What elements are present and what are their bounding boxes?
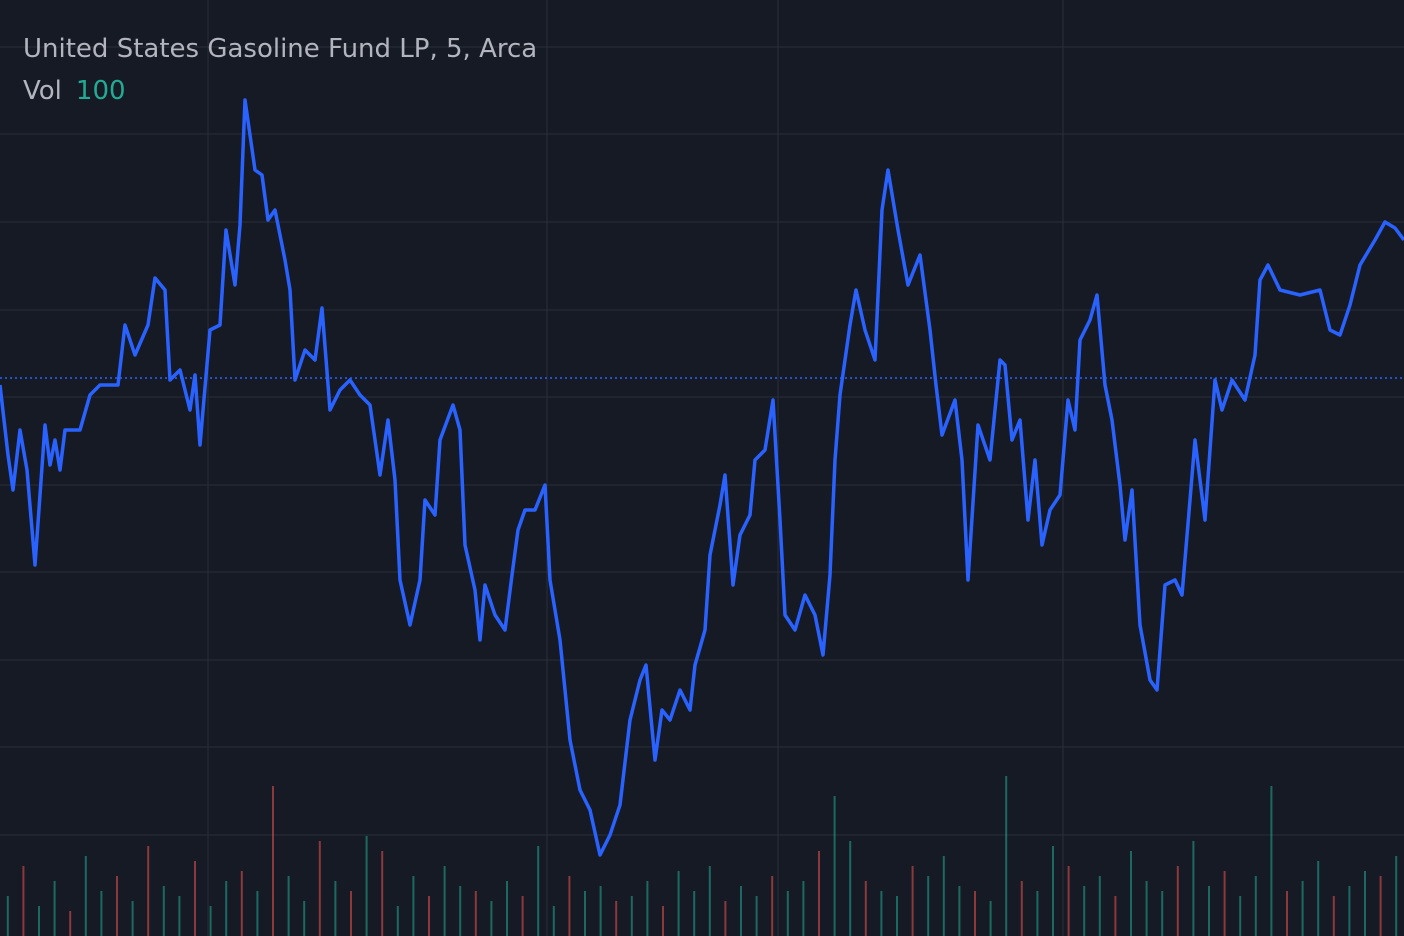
volume-bar bbox=[724, 901, 727, 936]
volume-bar bbox=[428, 896, 430, 936]
volume-bar bbox=[334, 881, 337, 936]
volume-bar bbox=[568, 876, 571, 936]
volume-bar bbox=[272, 786, 274, 936]
volume-bar bbox=[1052, 846, 1054, 936]
volume-bar bbox=[443, 866, 446, 936]
volume-bar bbox=[1192, 841, 1195, 936]
volume-bar bbox=[537, 846, 540, 936]
volume-bar bbox=[740, 886, 742, 936]
volume-bar bbox=[506, 881, 508, 936]
volume-bar bbox=[974, 891, 976, 936]
volume-bar bbox=[989, 901, 992, 936]
volume-bar bbox=[1270, 786, 1273, 936]
volume-bar bbox=[1317, 861, 1320, 936]
volume-bar bbox=[1395, 856, 1398, 936]
volume-bar bbox=[927, 876, 930, 936]
volume-bar bbox=[599, 886, 602, 936]
volume-bar bbox=[693, 891, 696, 936]
volume-bar bbox=[459, 886, 462, 936]
volume-bar bbox=[84, 856, 87, 936]
volume-bar bbox=[100, 891, 103, 936]
volume-bar bbox=[178, 896, 181, 936]
volume-bar bbox=[1379, 876, 1382, 936]
volume-bar bbox=[303, 901, 306, 936]
volume-value: 100 bbox=[75, 76, 126, 106]
volume-bar bbox=[131, 901, 134, 936]
volume-bar bbox=[646, 881, 649, 936]
volume-bar bbox=[287, 876, 290, 936]
volume-bar bbox=[896, 896, 898, 936]
volume-label: Vol bbox=[23, 76, 62, 106]
volume-bar bbox=[490, 901, 493, 936]
volume-bar bbox=[1332, 896, 1335, 936]
volume-bar bbox=[1254, 876, 1257, 936]
volume-bar bbox=[318, 841, 321, 936]
volume-bar bbox=[864, 881, 867, 936]
volume-bar bbox=[584, 891, 586, 936]
volume-bar bbox=[833, 796, 836, 936]
volume-bar bbox=[474, 891, 477, 936]
volume-bar bbox=[162, 886, 165, 936]
volume-bar bbox=[1020, 881, 1023, 936]
volume-bar bbox=[1223, 871, 1226, 936]
volume-bar bbox=[662, 906, 664, 936]
volume-bar bbox=[240, 871, 243, 936]
chart-title: United States Gasoline Fund LP, 5, Arca bbox=[23, 34, 538, 64]
volume-bar bbox=[818, 851, 820, 936]
volume-bar bbox=[53, 881, 56, 936]
volume-bar bbox=[209, 906, 212, 936]
volume-bar bbox=[396, 906, 399, 936]
volume-bar bbox=[630, 896, 633, 936]
volume-bar bbox=[225, 881, 228, 936]
legend: United States Gasoline Fund LP, 5, Arca … bbox=[23, 28, 537, 112]
volume-bar bbox=[1005, 776, 1008, 936]
volume-bar bbox=[350, 891, 352, 936]
volume-bar bbox=[1145, 881, 1148, 936]
volume-bar bbox=[1083, 886, 1086, 936]
volume-bar bbox=[1286, 891, 1288, 936]
price-series bbox=[0, 98, 1404, 857]
volume-bar bbox=[1098, 876, 1101, 936]
volume-bar bbox=[1161, 891, 1164, 936]
volume-bar bbox=[116, 876, 118, 936]
volume-bar bbox=[677, 871, 680, 936]
volume-bar bbox=[958, 886, 961, 936]
volume-bar bbox=[147, 846, 150, 936]
volume-bar bbox=[1364, 871, 1366, 936]
volume-bar bbox=[1208, 886, 1210, 936]
volume-bar bbox=[755, 896, 758, 936]
volume-bar bbox=[615, 901, 618, 936]
volume-bar bbox=[6, 896, 9, 936]
volume-bar bbox=[1239, 896, 1242, 936]
volume-bar bbox=[708, 866, 711, 936]
volume-bar bbox=[849, 841, 852, 936]
volume-bar bbox=[802, 881, 805, 936]
volume-bar bbox=[38, 906, 40, 936]
volume-bar bbox=[786, 891, 789, 936]
volume-bar bbox=[412, 876, 415, 936]
volume-bar bbox=[256, 891, 259, 936]
volume-bar bbox=[1036, 891, 1039, 936]
volume-bar bbox=[22, 866, 25, 936]
volume-bar bbox=[942, 856, 945, 936]
volume-bar bbox=[1067, 866, 1070, 936]
volume-bar bbox=[911, 866, 914, 936]
volume-bar bbox=[1176, 866, 1179, 936]
volume-bar bbox=[1130, 851, 1132, 936]
volume-bar bbox=[381, 851, 384, 936]
volume-legend: Vol 100 bbox=[23, 70, 537, 112]
volume-bar bbox=[552, 906, 555, 936]
volume-bar bbox=[194, 861, 196, 936]
volume-bar bbox=[1114, 896, 1117, 936]
volume-bar bbox=[880, 891, 883, 936]
volume-bar bbox=[521, 896, 524, 936]
volume-bar bbox=[69, 911, 72, 936]
volume-bar bbox=[1348, 886, 1351, 936]
volume-bar bbox=[1301, 881, 1304, 936]
volume-bar bbox=[365, 836, 368, 936]
volume-bar bbox=[771, 876, 774, 936]
